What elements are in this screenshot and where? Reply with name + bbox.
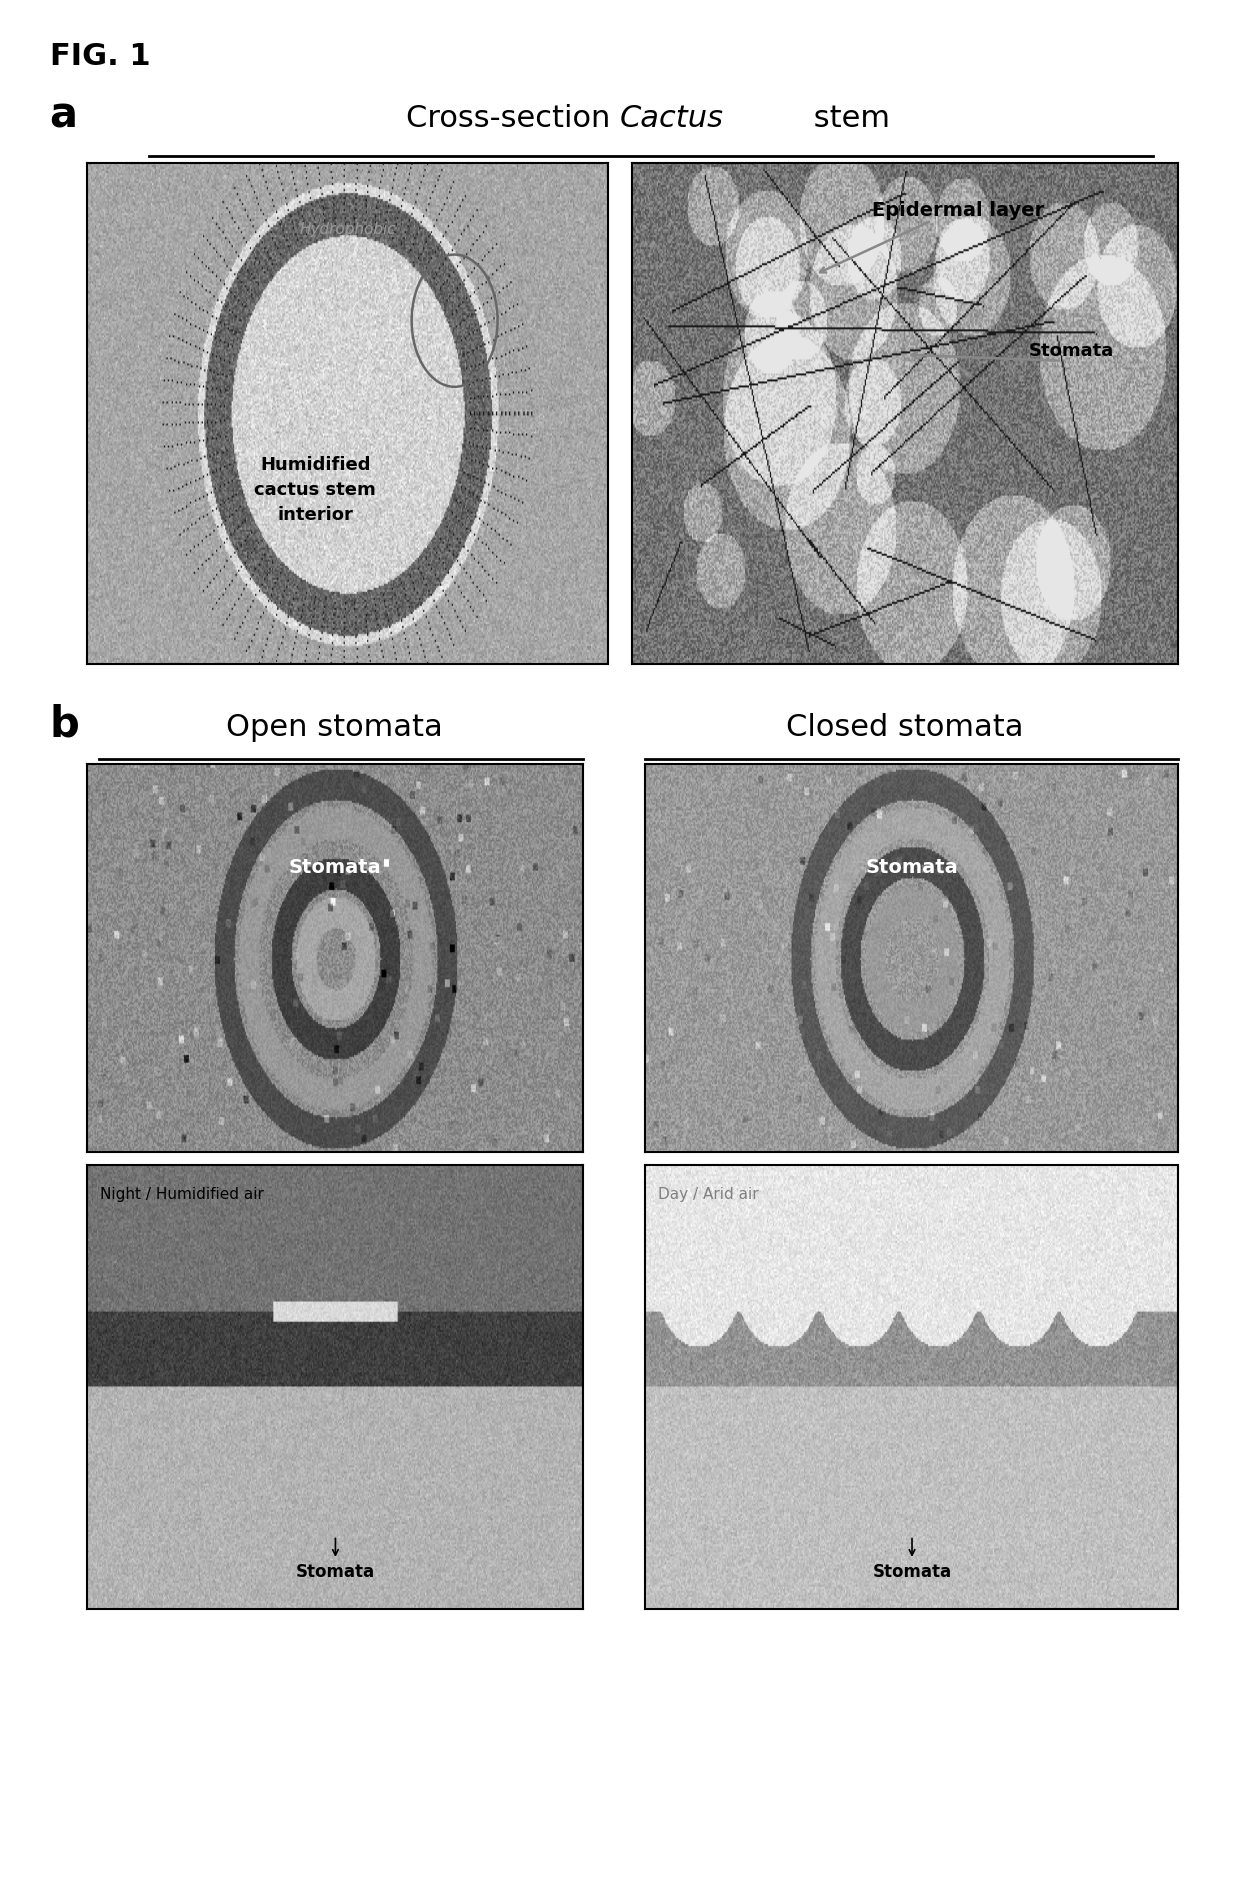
Text: Open stomata: Open stomata <box>227 712 443 740</box>
Text: Stomata: Stomata <box>296 1562 374 1581</box>
Text: Day / Arid air: Day / Arid air <box>658 1186 759 1201</box>
Text: Stomata: Stomata <box>866 858 959 876</box>
Text: Humidified
cactus stem
interior: Humidified cactus stem interior <box>254 455 376 523</box>
Text: Cross-section: Cross-section <box>405 104 620 132</box>
Text: a: a <box>50 94 78 136</box>
Text: Hydrophobic: Hydrophobic <box>300 221 396 236</box>
Text: Night / Humidified air: Night / Humidified air <box>100 1186 264 1201</box>
Text: Stomata: Stomata <box>1028 342 1114 359</box>
Text: Stomata: Stomata <box>289 858 382 876</box>
Text: Cactus: Cactus <box>620 104 724 132</box>
Text: stem: stem <box>804 104 889 132</box>
Text: Stomata: Stomata <box>873 1562 951 1581</box>
Text: Epidermal layer: Epidermal layer <box>872 202 1044 221</box>
Text: FIG. 1: FIG. 1 <box>50 42 150 70</box>
Text: b: b <box>50 703 79 744</box>
Text: Closed stomata: Closed stomata <box>786 712 1024 740</box>
